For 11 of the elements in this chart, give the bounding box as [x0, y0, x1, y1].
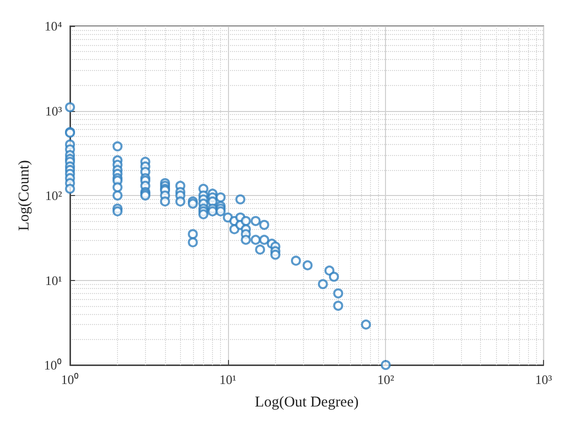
x-tick-label: 10⁰ — [61, 372, 79, 387]
y-axis-title: Log(Count) — [16, 160, 32, 231]
y-tick-label: 10⁰ — [44, 358, 62, 372]
x-tick-label: 10² — [377, 372, 394, 387]
y-tick-label: 10³ — [45, 103, 62, 118]
y-tick-label: 10² — [45, 188, 62, 203]
x-tick-label: 10¹ — [219, 372, 236, 387]
y-tick-label: 10¹ — [45, 272, 62, 288]
x-axis-title: Log(Out Degree) — [254, 394, 359, 410]
x-tick-label: 10³ — [535, 372, 552, 387]
y-tick-label: 10⁴ — [44, 18, 62, 34]
